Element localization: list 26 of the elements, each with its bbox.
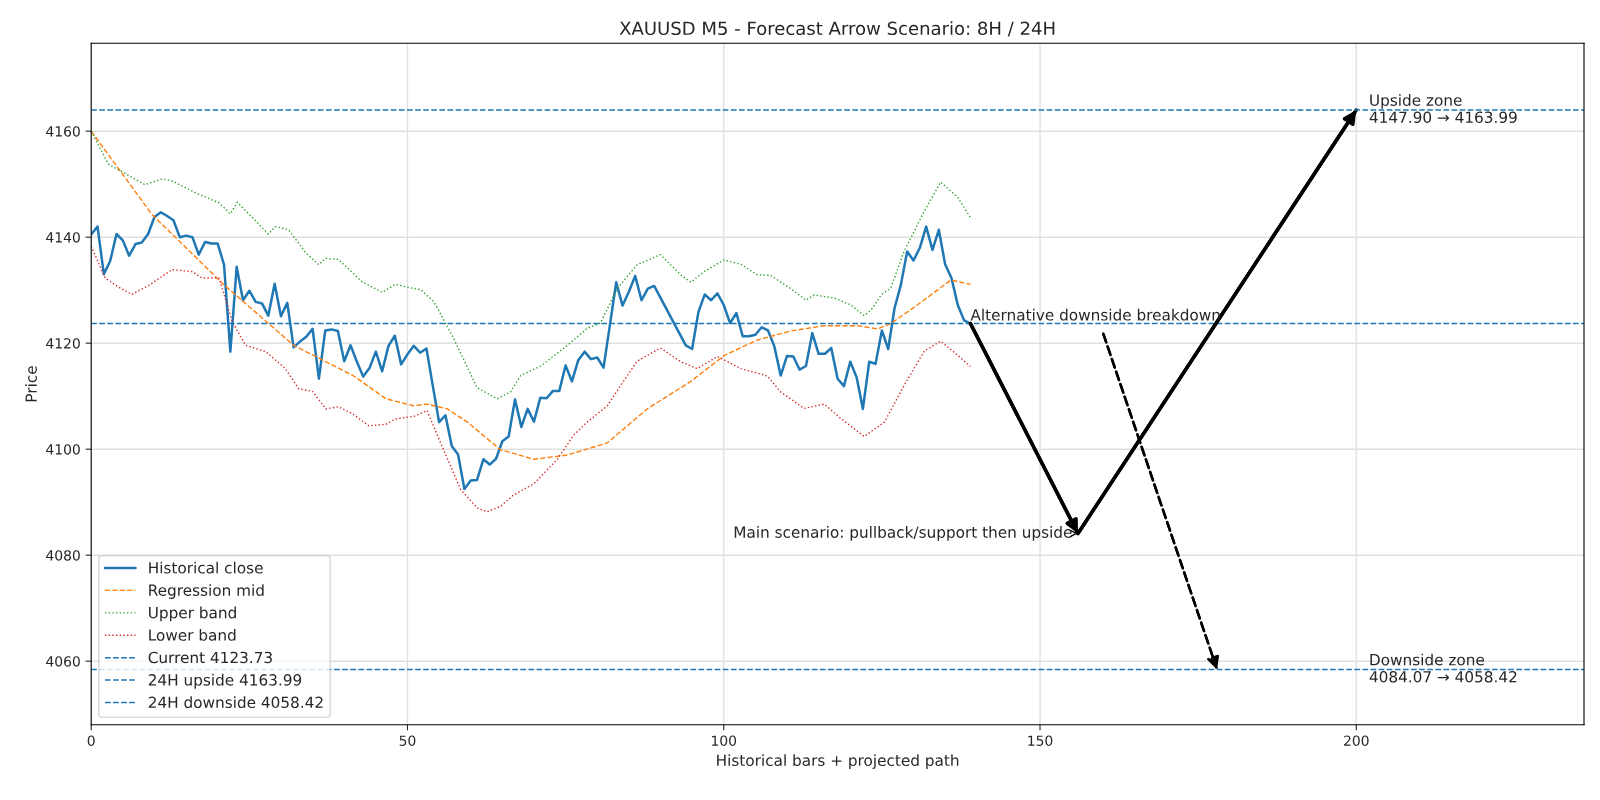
annotation: Downside zone 4084.07 → 4058.42 — [1369, 653, 1517, 683]
y-tick-label: 4140 — [46, 232, 80, 243]
legend-label: Upper band — [149, 606, 236, 622]
y-tick-label: 4160 — [46, 126, 80, 137]
legend-label: Historical close — [149, 561, 263, 574]
x-tick-label: 50 — [399, 735, 416, 746]
legend-label: Regression mid — [149, 584, 264, 599]
x-tick-label: 200 — [1344, 735, 1369, 746]
y-tick-label: 4060 — [46, 656, 80, 667]
annotation: Upside zone 4147.90 → 4163.99 — [1369, 94, 1517, 124]
legend-label: 24H upside 4163.99 — [148, 673, 302, 689]
x-tick-label: 0 — [87, 735, 95, 746]
x-axis-title: Historical bars + projected path — [717, 754, 959, 769]
chart-title: XAUUSD M5 - Forecast Arrow Scenario: 8H / 24H — [619, 21, 1055, 37]
legend-label: Lower band — [149, 628, 236, 641]
annotation: Main scenario: pullback/support then upside — [734, 526, 1072, 541]
line-series — [91, 130, 972, 460]
y-tick-label: 4100 — [46, 444, 80, 455]
x-tick-label: 100 — [712, 735, 737, 746]
y-axis-title: Price — [25, 366, 37, 402]
y-tick-label: 4120 — [46, 338, 80, 349]
legend-label: Current 4123.73 — [148, 651, 272, 664]
y-tick-label: 4080 — [46, 550, 80, 561]
x-tick-label: 150 — [1028, 735, 1053, 746]
legend-label: 24H downside 4058.42 — [148, 696, 323, 709]
annotation: Alternative downside breakdown — [970, 308, 1220, 321]
